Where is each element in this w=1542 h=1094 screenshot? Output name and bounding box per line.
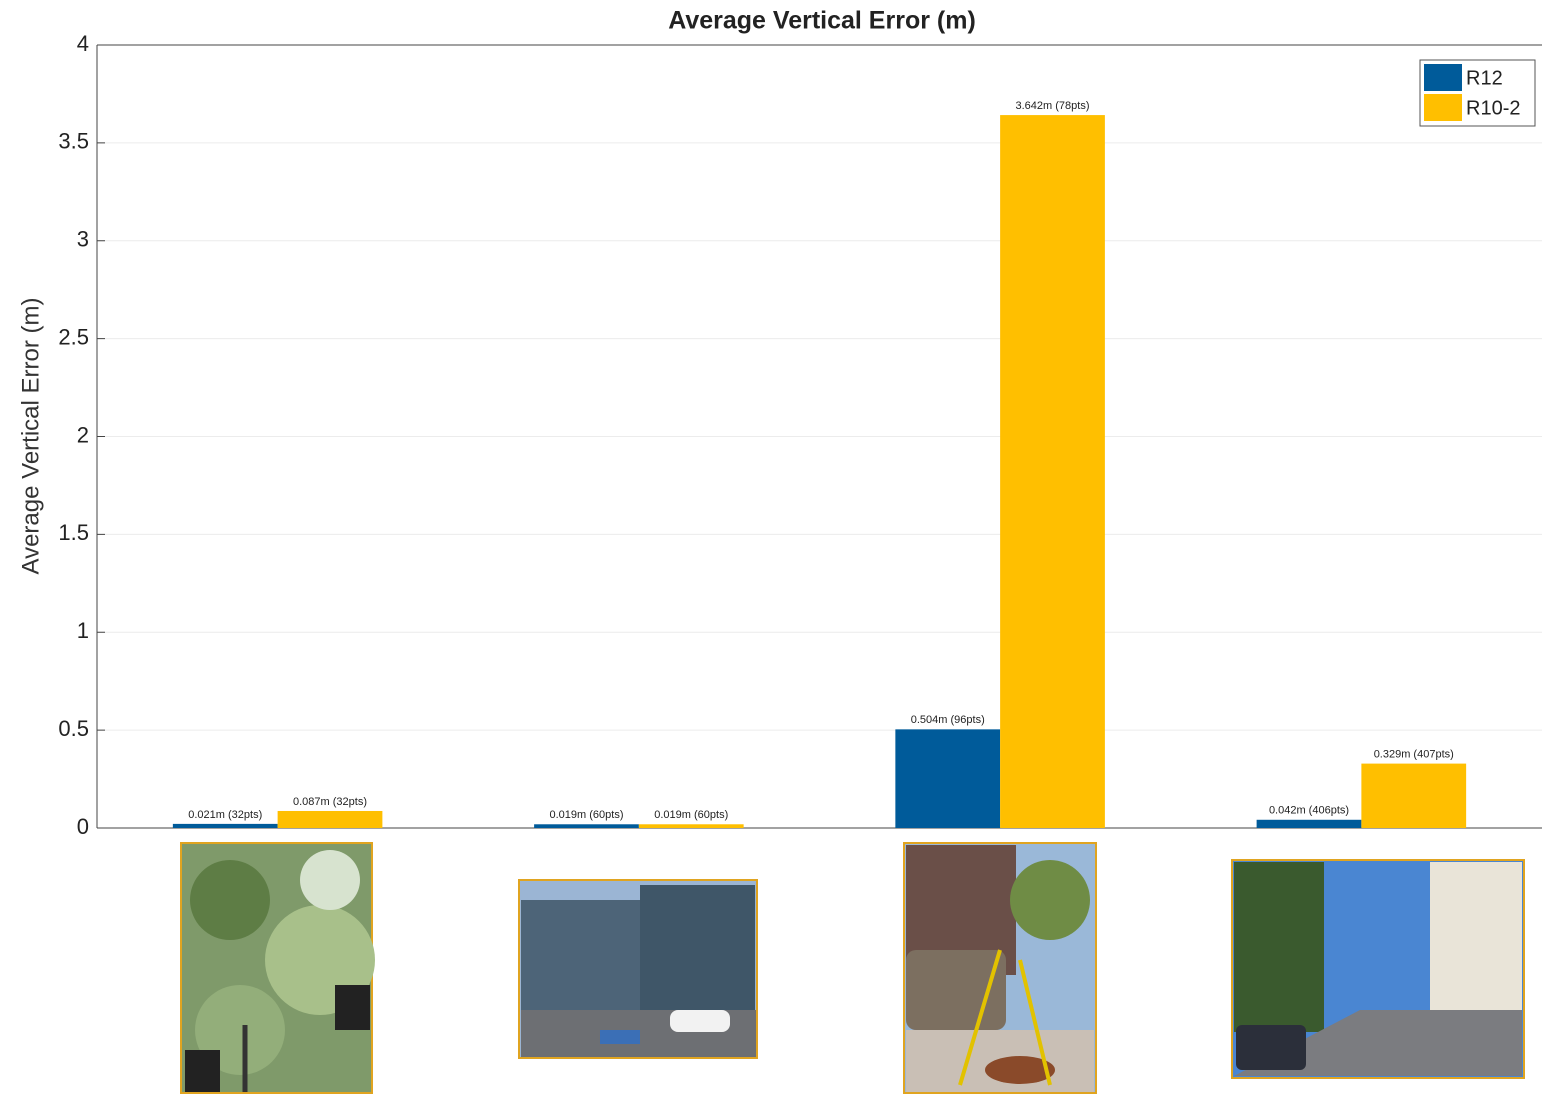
legend-swatch	[1424, 94, 1462, 121]
bar	[1000, 115, 1105, 829]
value-label: 3.642m (78pts)	[1016, 100, 1090, 112]
bar	[638, 824, 744, 828]
y-tick-label: 3.5	[58, 129, 89, 154]
y-tick-label: 2.5	[58, 324, 89, 349]
value-label: 0.019m (60pts)	[550, 809, 624, 821]
legend-label: R10-2	[1466, 97, 1520, 119]
y-tick-label: 3	[77, 227, 89, 252]
value-label: 0.019m (60pts)	[654, 809, 728, 821]
bar	[895, 729, 1001, 828]
value-label: 0.329m (407pts)	[1374, 749, 1454, 761]
value-label: 0.042m (406pts)	[1269, 805, 1349, 817]
y-tick-label: 2	[77, 422, 89, 447]
value-label: 0.087m (32pts)	[293, 796, 367, 808]
legend-swatch	[1424, 64, 1462, 91]
y-tick-label: 0.5	[58, 716, 89, 741]
bar	[172, 823, 278, 828]
y-tick-label: 1.5	[58, 520, 89, 545]
y-tick-label: 4	[77, 31, 89, 56]
y-tick-label: 1	[77, 618, 89, 643]
value-label: 0.021m (32pts)	[188, 809, 262, 821]
legend-label: R12	[1466, 67, 1503, 89]
bar	[1256, 819, 1362, 828]
photo-building	[518, 879, 758, 1059]
bar	[277, 810, 383, 828]
photos	[180, 842, 1525, 1094]
chart-title: Average Vertical Error (m)	[668, 7, 976, 35]
bar	[534, 824, 639, 828]
photo-trees	[180, 842, 375, 1094]
photo-street	[903, 842, 1097, 1094]
photo-road	[1231, 859, 1525, 1079]
value-label: 0.504m (96pts)	[911, 714, 985, 726]
y-axis-label: Average Vertical Error (m)	[17, 298, 44, 575]
bar	[1361, 763, 1467, 828]
y-tick-label: 0	[77, 814, 89, 839]
